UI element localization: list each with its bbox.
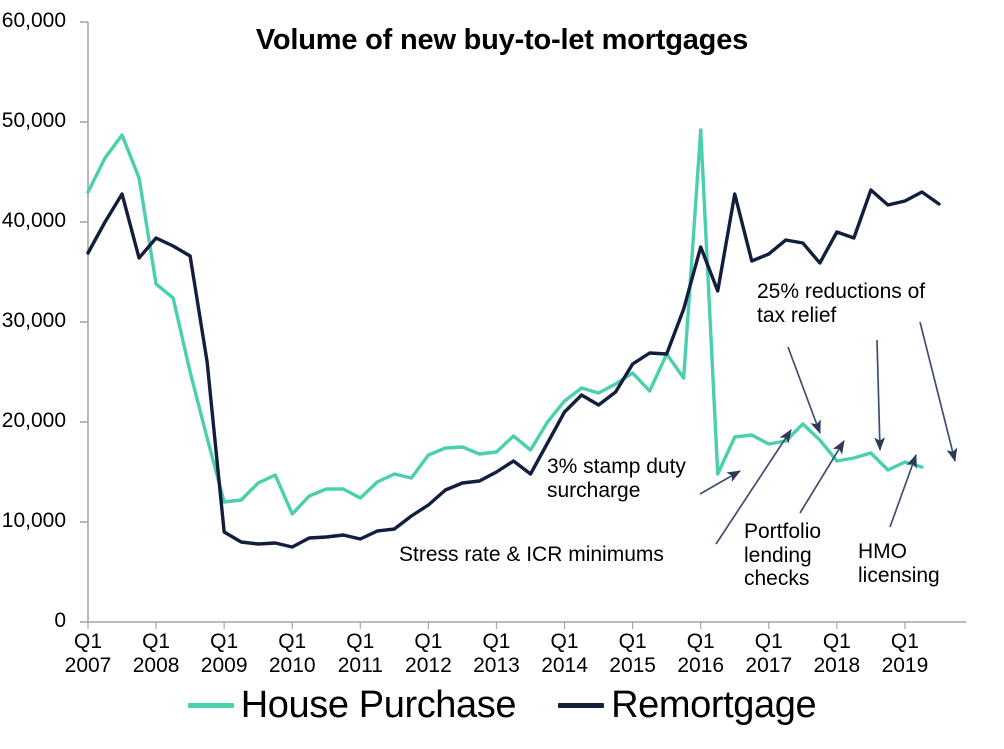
y-axis-tick-label: 40,000 — [1, 209, 66, 232]
legend-swatch-icon — [187, 703, 234, 708]
x-tick-quarter: Q1 — [278, 630, 307, 653]
annotation-arrow-tax-relief — [874, 339, 886, 452]
y-axis-tick-label: 10,000 — [1, 509, 66, 532]
annotation-arrow-stress-rate — [715, 429, 792, 545]
legend-item-remortgage[interactable]: Remortgage — [558, 684, 817, 727]
x-tick-quarter: Q1 — [890, 630, 919, 653]
x-tick-quarter: Q1 — [482, 630, 511, 653]
annotation-label-stress-rate: Stress rate & ICR minimums — [399, 543, 664, 566]
x-tick-quarter: Q1 — [618, 630, 647, 653]
y-axis-tick-label: 60,000 — [1, 9, 66, 32]
x-axis-tick-label: Q1 2014 — [520, 630, 610, 677]
x-tick-year: 2015 — [609, 653, 656, 677]
x-tick-year: 2017 — [745, 653, 793, 677]
x-axis-tick-label: Q1 2018 — [792, 630, 882, 677]
x-axis-tick-label: Q1 2009 — [179, 630, 269, 677]
x-tick-quarter: Q1 — [686, 630, 715, 653]
annotation-arrow-tax-relief — [787, 346, 821, 434]
x-axis-tick-label: Q1 2016 — [656, 630, 746, 677]
series-line-remortgage — [86, 188, 941, 549]
annotation-arrow-tax-relief — [919, 321, 958, 462]
y-axis-tick-label: 0 — [54, 609, 66, 632]
annotation-label-hmo-licensing: HMO licensing — [858, 540, 940, 587]
x-tick-year: 2007 — [64, 653, 112, 677]
legend-swatch-icon — [558, 703, 605, 708]
x-axis-tick-label: Q1 2012 — [383, 630, 473, 677]
x-tick-year: 2016 — [677, 653, 725, 677]
annotation-label-tax-relief: 25% reductions of tax relief — [757, 280, 926, 327]
x-axis-tick-label: Q1 2011 — [315, 630, 405, 677]
x-axis-tick-label: Q1 2015 — [588, 630, 678, 677]
annotation-arrow-portfolio-lending — [799, 440, 845, 514]
y-axis-tick-label: 20,000 — [1, 409, 66, 432]
y-axis — [80, 21, 89, 623]
x-tick-quarter: Q1 — [210, 630, 239, 653]
legend-label: Remortgage — [611, 684, 817, 726]
x-tick-year: 2018 — [813, 653, 861, 677]
chart-title: Volume of new buy-to-let mortgages — [255, 24, 749, 56]
annotation-arrow-stamp-duty — [699, 470, 741, 495]
annotation-label-stamp-duty: 3% stamp duty surcharge — [547, 455, 686, 502]
annotation-label-portfolio-lending: Portfolio lending checks — [744, 520, 822, 591]
x-axis-tick-label: Q1 2013 — [451, 630, 541, 677]
x-axis-tick-label: Q1 2017 — [724, 630, 814, 677]
annotation-arrow-hmo-licensing — [889, 454, 917, 528]
x-tick-year: 2019 — [881, 653, 929, 677]
x-tick-year: 2008 — [132, 653, 180, 677]
x-tick-year: 2014 — [541, 653, 588, 677]
data-series-group — [86, 128, 941, 549]
legend-label: House Purchase — [240, 684, 517, 726]
x-tick-quarter: Q1 — [346, 630, 375, 653]
x-tick-quarter: Q1 — [142, 630, 171, 653]
chart-legend: House Purchase Remortgage — [0, 684, 1004, 727]
x-tick-quarter: Q1 — [754, 630, 783, 653]
legend-item-house-purchase[interactable]: House Purchase — [187, 684, 517, 727]
x-tick-year: 2012 — [405, 653, 452, 677]
x-tick-quarter: Q1 — [414, 630, 443, 653]
x-axis-tick-label: Q1 2007 — [43, 630, 133, 677]
x-tick-year: 2010 — [268, 653, 316, 677]
x-tick-quarter: Q1 — [822, 630, 851, 653]
x-axis — [87, 621, 966, 629]
x-axis-tick-label: Q1 2010 — [247, 630, 337, 677]
x-tick-year: 2013 — [473, 653, 520, 677]
x-axis-tick-label: Q1 2019 — [860, 630, 950, 677]
x-tick-quarter: Q1 — [73, 630, 102, 653]
x-tick-year: 2009 — [200, 653, 248, 677]
annotation-arrows-group — [699, 321, 958, 545]
x-tick-quarter: Q1 — [550, 630, 579, 653]
y-axis-tick-label: 50,000 — [1, 109, 66, 132]
x-tick-year: 2011 — [337, 653, 383, 677]
y-axis-tick-label: 30,000 — [1, 309, 66, 332]
x-axis-tick-label: Q1 2008 — [111, 630, 201, 677]
